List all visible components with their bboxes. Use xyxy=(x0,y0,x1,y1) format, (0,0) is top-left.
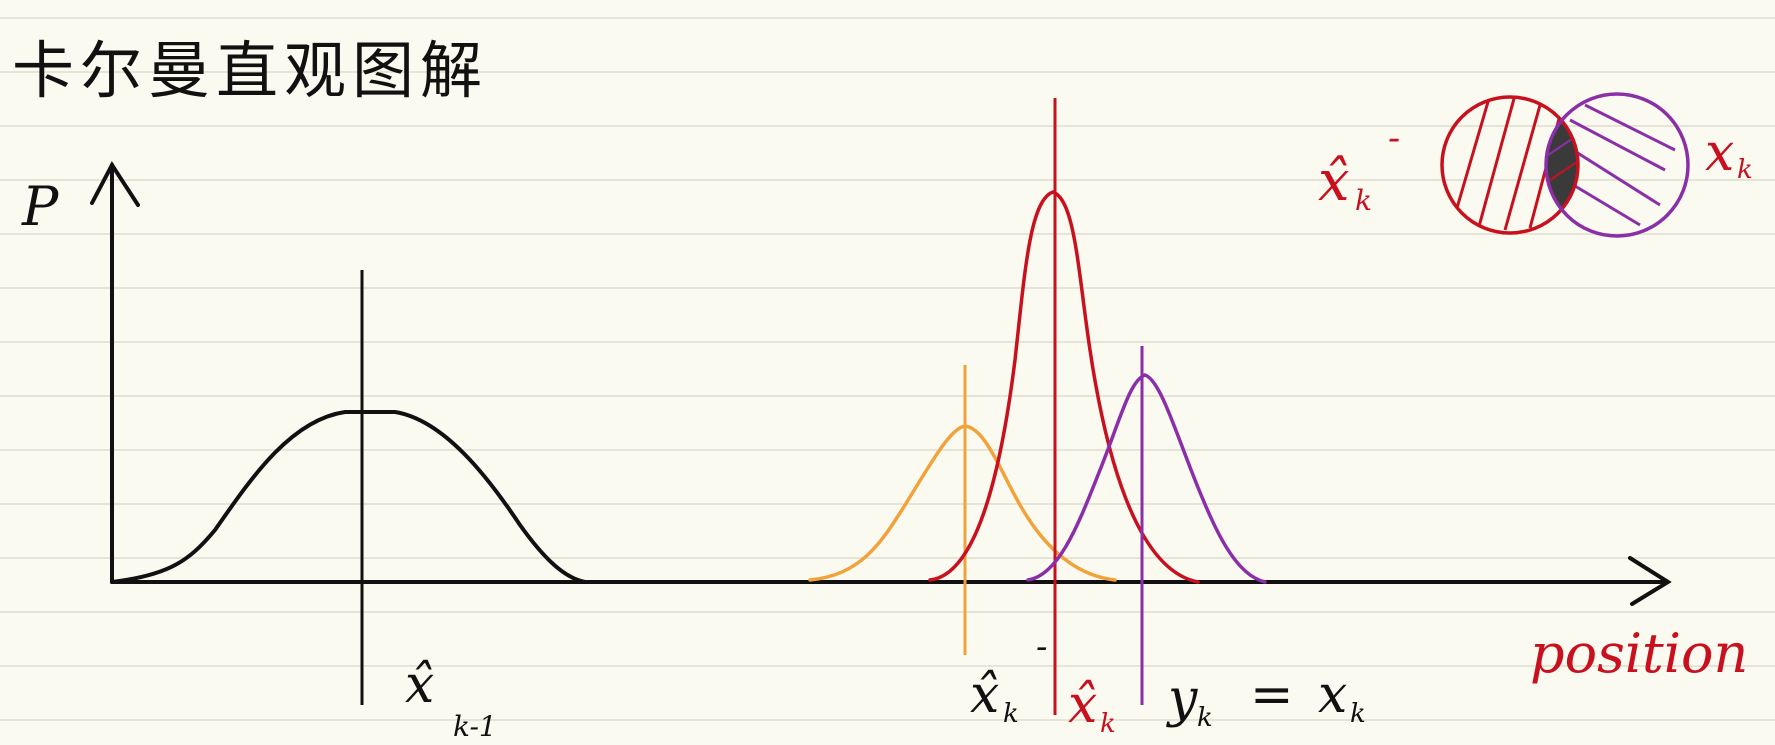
x-axis-arrow xyxy=(1628,556,1672,606)
label-x-hat-prev: x̂ xyxy=(405,655,434,715)
y-axis-arrow xyxy=(90,161,140,207)
posterior-label: x̂ k xyxy=(1068,675,1116,739)
label-x-hat-prior: x̂ xyxy=(970,665,999,725)
inset-x-hat-sub: k xyxy=(1355,184,1372,217)
label-sup-prior: - xyxy=(1036,627,1048,667)
label-x-hat-post: x̂ xyxy=(1068,675,1097,735)
label-x: x xyxy=(1318,665,1347,725)
page-title: 卡尔曼直观图解 xyxy=(12,34,488,107)
posterior-curve xyxy=(928,190,1200,584)
prior-label: x̂ k - xyxy=(970,627,1048,729)
inset-x-sub: k xyxy=(1737,155,1753,185)
label-y: y xyxy=(1166,669,1198,729)
ruled-lines xyxy=(0,17,1775,721)
label-sub-prev: k-1 xyxy=(453,710,497,743)
inset-x: x xyxy=(1705,123,1734,183)
label-sub-prior: k xyxy=(1003,699,1019,729)
inset-x-hat-sup: - xyxy=(1388,118,1400,159)
equation-label: y k = x k xyxy=(1166,665,1366,733)
label-x-sub: k xyxy=(1350,699,1366,729)
red-hatching xyxy=(1450,97,1562,231)
inset-left-label: x̂ k - xyxy=(1318,118,1400,217)
label-equals: = xyxy=(1250,665,1294,725)
measurement-curve xyxy=(1026,373,1267,584)
purple-hatching xyxy=(1564,103,1676,227)
label-y-sub: k xyxy=(1197,703,1213,733)
previous-estimate-curve xyxy=(110,410,587,584)
inset-venn xyxy=(1440,92,1690,238)
x-axis-label: position xyxy=(1530,622,1748,685)
axes xyxy=(90,161,1672,606)
prior-circle xyxy=(1440,95,1580,235)
inset-right-label: x k xyxy=(1705,123,1753,185)
previous-estimate-label: x̂ k-1 xyxy=(405,655,497,743)
y-axis-label: P xyxy=(21,175,60,238)
inset-x-hat: x̂ xyxy=(1318,149,1350,214)
label-sub-post: k xyxy=(1100,709,1116,739)
measurement-circle xyxy=(1544,92,1690,238)
